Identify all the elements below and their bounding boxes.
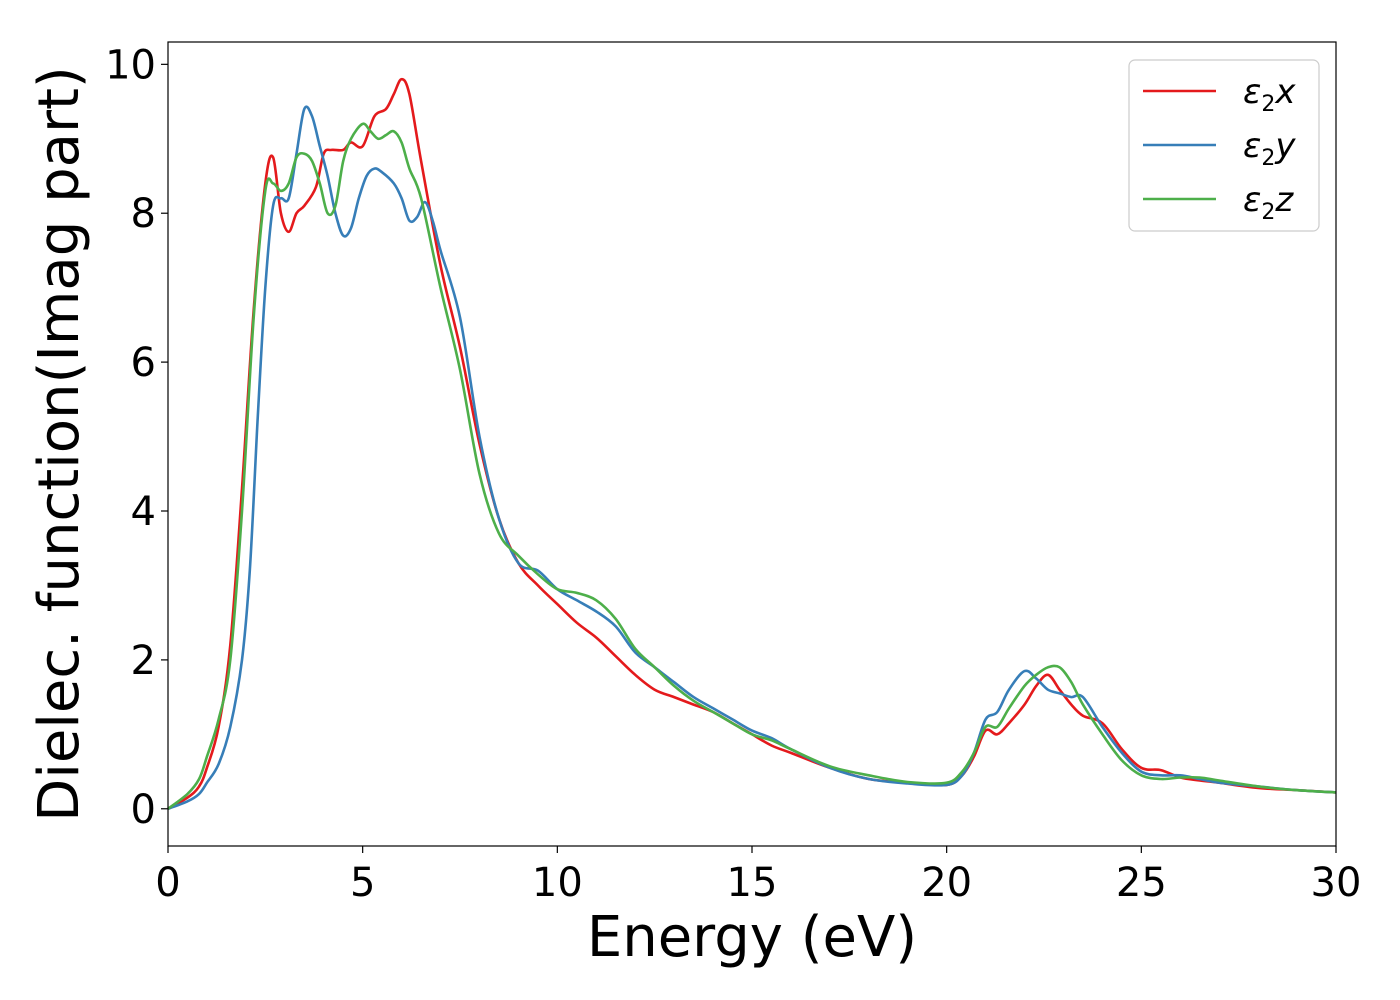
- y-tick-label: 2: [131, 638, 156, 684]
- series-line-z: [167, 122, 1337, 810]
- x-tick-label: 20: [921, 860, 972, 906]
- y-axis-ticks: 0 2 4 6 8 10: [105, 42, 168, 833]
- legend-label-x: ε2x: [1243, 72, 1296, 117]
- series-line-y: [167, 105, 1337, 811]
- x-tick-label: 25: [1116, 860, 1167, 906]
- plot-frame: [167, 41, 1337, 847]
- legend-label-y: ε2y: [1243, 126, 1296, 171]
- x-tick-label: 30: [1311, 860, 1362, 906]
- y-tick-label: 8: [131, 191, 156, 237]
- x-tick-label: 15: [727, 860, 778, 906]
- y-tick-label: 10: [105, 42, 156, 88]
- y-tick-label: 4: [131, 489, 156, 535]
- legend: ε2x ε2y ε2z: [1128, 59, 1320, 232]
- y-axis-label: Dielec. function(Imag part): [27, 66, 92, 822]
- x-axis-ticks: 0 5 10 15 20 25 30: [155, 846, 1361, 906]
- series-lines: [167, 77, 1337, 811]
- series-line-x: [167, 77, 1337, 810]
- legend-label-z: ε2z: [1243, 180, 1294, 225]
- x-tick-label: 0: [155, 860, 180, 906]
- y-tick-label: 6: [131, 340, 156, 386]
- legend-box: [1128, 59, 1320, 232]
- y-tick-label: 0: [131, 787, 156, 833]
- x-axis-label: Energy (eV): [587, 905, 917, 970]
- x-tick-label: 10: [532, 860, 583, 906]
- x-tick-label: 5: [350, 860, 375, 906]
